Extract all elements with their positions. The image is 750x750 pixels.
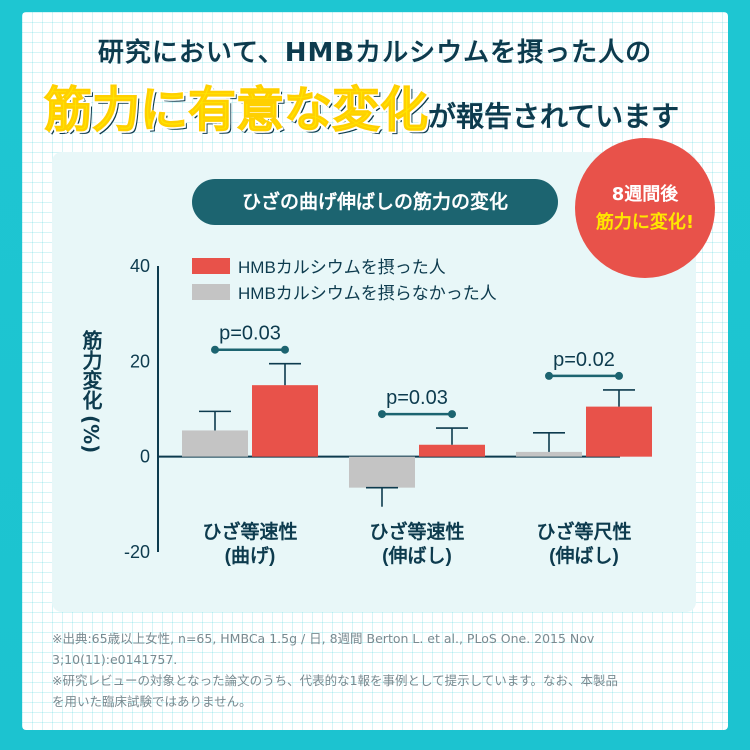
headline-rest: が報告されています [428,100,680,133]
bar [349,456,415,488]
y-tick-label: 20 [130,351,150,371]
pvalue-label: p=0.03 [219,323,281,345]
pvalue-label: p=0.03 [386,387,448,409]
bar [516,451,582,457]
headline-line2: 筋力に有意な変化が報告されています [43,70,724,140]
pvalue-dot [378,410,386,419]
footnote-line4: を用いた臨床試験ではありません。 [52,694,252,709]
badge-line2: 筋力に変化! [595,212,695,233]
footnote-line2: 3;10(11):e0141757. [52,652,178,667]
bar [419,444,485,457]
chart-title-pill: ひざの曲げ伸ばしの筋力の変化 [192,179,558,225]
pvalue-dot [448,410,456,419]
category-label: ひざ等速性 [202,520,297,543]
pvalue-dot [545,371,553,380]
pvalue-dot [615,371,623,380]
bar-chart: 40 20 0 -20 HMBカルシウムを摂った人 HMBカルシウムを摂らなかった人 p=0… [124,256,652,567]
footnote-line1: ※出典:65歳以上女性, n=65, HMBCa 1.5g / 日, 8週間 B… [52,631,595,646]
headline-line1: 研究において、HMBカルシウムを摂った人の [97,38,653,68]
bar [182,430,248,457]
category-label: ひざ等速性 [369,520,464,543]
legend-label: HMBカルシウムを摂った人 [238,258,446,277]
legend-swatch [192,284,230,300]
bar [252,385,318,457]
badge-line1: 8週間後 [611,184,679,205]
y-axis-label: 筋力変化 (%) [78,330,104,458]
y-tick-label: -20 [124,542,150,562]
y-tick-label: 0 [140,447,150,467]
category-label: (伸ばし) [549,544,619,567]
y-axis-label-unit: (%) [79,415,103,454]
headline-highlight: 筋力に有意な変化 [43,82,429,139]
eight-week-badge: 8週間後 筋力に変化! [571,138,715,278]
category-label: (曲げ) [225,545,276,567]
pvalue-dot [211,345,219,354]
category-label: (伸ばし) [382,544,452,567]
legend-swatch [192,258,230,274]
category-label: ひざ等尺性 [536,520,631,543]
y-tick-label: 40 [130,256,150,276]
y-axis-label-main: 筋力変化 [79,330,103,410]
bar [586,406,652,457]
legend-label: HMBカルシウムを摂らなかった人 [238,284,497,303]
pvalue-label: p=0.02 [553,349,615,371]
footnote-line3: ※研究レビューの対象となった論文のうち、代表的な1報を事例として提示しています。… [52,673,619,688]
pvalue-dot [281,345,289,354]
footnote: ※出典:65歳以上女性, n=65, HMBCa 1.5g / 日, 8週間 B… [52,628,702,712]
